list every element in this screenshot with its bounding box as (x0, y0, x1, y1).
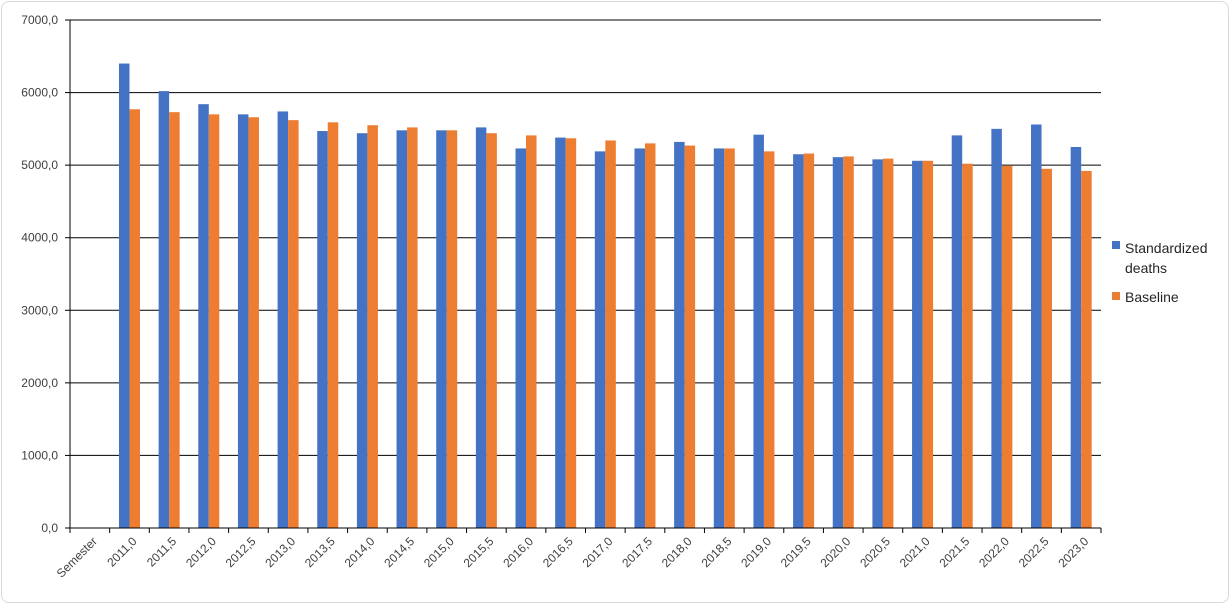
bar-baseline (922, 160, 934, 528)
x-tick-label: 2021,5 (936, 534, 972, 570)
x-tick-label: 2022,5 (1016, 534, 1052, 570)
y-tick-label: 3000,0 (21, 303, 58, 317)
x-tick-label: 2016,0 (500, 534, 536, 570)
bar-baseline (843, 156, 854, 529)
bar-baseline (763, 151, 775, 528)
x-tick-label: 2011,0 (104, 534, 139, 569)
bar-standardized-deaths (594, 151, 606, 528)
gridlines (70, 19, 1101, 456)
y-axis-tick-labels: 0,0 1000,0 2000,0 3000,0 4000,0 5000,0 6000,0 7… (21, 13, 58, 535)
bar-baseline (565, 138, 577, 528)
bar-baseline (605, 140, 616, 528)
bar-standardized-deaths (237, 114, 249, 528)
bar-standardized-deaths (515, 148, 527, 529)
bar-baseline (684, 145, 696, 528)
bar-baseline (327, 122, 339, 528)
x-tick-label: 2017,0 (580, 534, 616, 570)
bar-standardized-deaths (1070, 147, 1082, 528)
bar-baseline (446, 130, 458, 528)
bar-baseline (169, 112, 180, 528)
bar-baseline (1081, 170, 1092, 528)
bar-standardized-deaths (396, 130, 408, 528)
bar-baseline (526, 135, 537, 529)
x-tick-label: 2015,5 (461, 534, 497, 570)
x-tick-label: 2012,5 (223, 534, 259, 570)
x-tick-label: 2016,5 (540, 534, 576, 570)
bar-baseline (1041, 168, 1053, 528)
x-tick-label: 2018,0 (659, 534, 695, 570)
x-tick-label: 2022,0 (976, 534, 1012, 570)
bar-standardized-deaths (198, 104, 209, 528)
legend-swatch-standardized-deaths (1112, 241, 1120, 249)
bar-standardized-deaths (356, 133, 368, 528)
bar-baseline (882, 158, 894, 528)
bar-standardized-deaths (753, 134, 764, 529)
bar-standardized-deaths (158, 91, 170, 529)
bars (118, 63, 1092, 529)
bar-baseline (407, 127, 418, 529)
bar-standardized-deaths (832, 157, 844, 528)
bar-standardized-deaths (674, 141, 685, 529)
legend[interactable]: Standardized deaths Baseline (1112, 240, 1208, 305)
bar-baseline (1001, 165, 1013, 528)
bar-standardized-deaths (991, 128, 1002, 528)
bar-standardized-deaths (277, 111, 289, 528)
x-tick-label: 2012,0 (183, 534, 219, 570)
x-tick-label: 2023,0 (1055, 534, 1091, 570)
x-tick-label: 2013,0 (262, 534, 298, 570)
bar-standardized-deaths (436, 130, 447, 528)
x-tick-label: 2020,5 (857, 534, 893, 570)
bar-standardized-deaths (872, 159, 883, 528)
legend-label-standardized-deaths-line1: Standardized (1125, 240, 1208, 256)
bar-standardized-deaths (793, 154, 804, 528)
x-tick-label: 2014,0 (342, 534, 378, 570)
x-tick-label: 2019,0 (738, 534, 774, 570)
x-tick-label: Semester (54, 534, 100, 580)
bar-standardized-deaths (634, 148, 645, 529)
x-tick-label: 2020,0 (818, 534, 854, 570)
y-tick-label: 6000,0 (21, 86, 58, 100)
x-tick-label: 2019,5 (778, 534, 814, 570)
legend-label-baseline: Baseline (1125, 289, 1179, 305)
legend-label-standardized-deaths-line2: deaths (1125, 260, 1167, 276)
bar-standardized-deaths (951, 135, 963, 529)
bar-baseline (962, 163, 973, 529)
x-tick-label: 2017,5 (619, 534, 655, 570)
bar-baseline (129, 109, 140, 529)
bar-baseline (803, 153, 815, 528)
y-tick-label: 4000,0 (21, 231, 58, 245)
y-tick-label: 2000,0 (21, 376, 58, 390)
x-tick-label: 2011,5 (144, 534, 179, 569)
bar-baseline (644, 143, 656, 528)
bar-baseline (486, 133, 497, 528)
bar-baseline (724, 148, 735, 529)
y-tick-label: 0,0 (41, 521, 58, 535)
bar-standardized-deaths (555, 137, 566, 528)
x-tick-label: 2015,0 (421, 534, 457, 570)
y-tick-label: 1000,0 (21, 448, 58, 462)
bar-baseline (288, 120, 299, 529)
y-tick-label: 7000,0 (21, 13, 58, 27)
bar-standardized-deaths (118, 63, 130, 529)
bar-baseline (367, 125, 378, 528)
x-tick-label: 2018,5 (699, 534, 735, 570)
bar-baseline (208, 114, 220, 528)
bar-standardized-deaths (713, 148, 725, 529)
x-tick-label: 2014,5 (381, 534, 417, 570)
bar-standardized-deaths (317, 131, 328, 528)
legend-swatch-baseline (1112, 292, 1120, 300)
bar-baseline (248, 117, 259, 528)
bar-standardized-deaths (475, 127, 487, 529)
x-tick-label: 2021,0 (897, 534, 933, 570)
bar-standardized-deaths (912, 160, 923, 528)
y-tick-label: 5000,0 (21, 158, 58, 172)
x-axis-tick-labels: Semester 2011,0 2011,5 2012,0 2012,5 2013,0 20… (54, 534, 1092, 580)
axes (65, 19, 1102, 533)
bar-standardized-deaths (1031, 124, 1042, 528)
x-tick-label: 2013,5 (302, 534, 338, 570)
